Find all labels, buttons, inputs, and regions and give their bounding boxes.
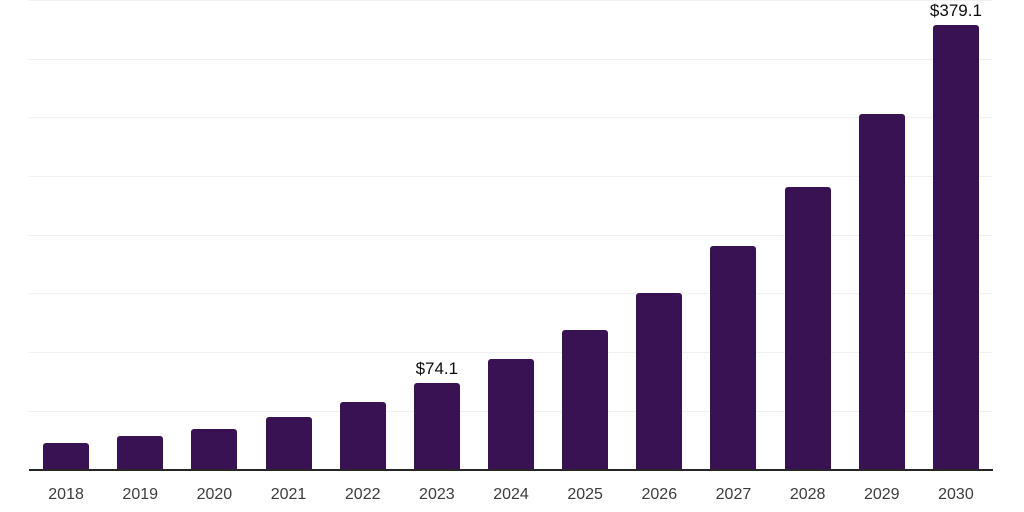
x-axis-label-2018: 2018 (48, 486, 84, 503)
bar-2026 (636, 292, 683, 470)
bar-2030 (932, 25, 979, 470)
x-axis-label-2022: 2022 (344, 486, 381, 503)
x-axis-label-2019: 2019 (122, 486, 159, 503)
bar-2027 (710, 246, 757, 470)
x-axis-label-2023: 2023 (419, 486, 455, 503)
bar-2021 (265, 416, 312, 470)
x-axis-label-2029: 2029 (863, 486, 900, 503)
bar-2029 (858, 114, 905, 470)
bar-value-label-2023: $74.1 (415, 359, 459, 379)
x-axis-label-2024: 2024 (493, 486, 529, 503)
x-axis-label-2027: 2027 (715, 486, 752, 503)
gridline-100 (29, 352, 993, 354)
gridline-350 (29, 58, 993, 60)
x-axis-label-2030: 2030 (938, 486, 974, 503)
gridline-400 (29, 0, 993, 1)
x-axis-label-2026: 2026 (641, 486, 678, 503)
bar-2019 (117, 436, 164, 470)
x-axis-label-2025: 2025 (567, 486, 603, 503)
x-axis-label-2021: 2021 (270, 486, 307, 503)
bar-2018 (43, 442, 90, 470)
x-axis-label-2028: 2028 (789, 486, 826, 503)
bar-2025 (562, 330, 609, 470)
gridline-300 (29, 117, 993, 119)
bar-2023 (413, 383, 460, 470)
gridline-150 (29, 293, 993, 295)
bar-2028 (784, 187, 831, 470)
x-axis-label-2020: 2020 (196, 486, 233, 503)
bar-2020 (191, 428, 238, 470)
bar-2022 (339, 401, 386, 470)
x-axis-line (29, 469, 993, 471)
bar-2024 (488, 358, 534, 470)
gridline-200 (29, 234, 993, 236)
gridline-250 (29, 176, 993, 178)
bar-value-label-2030: $379.1 (929, 1, 982, 21)
